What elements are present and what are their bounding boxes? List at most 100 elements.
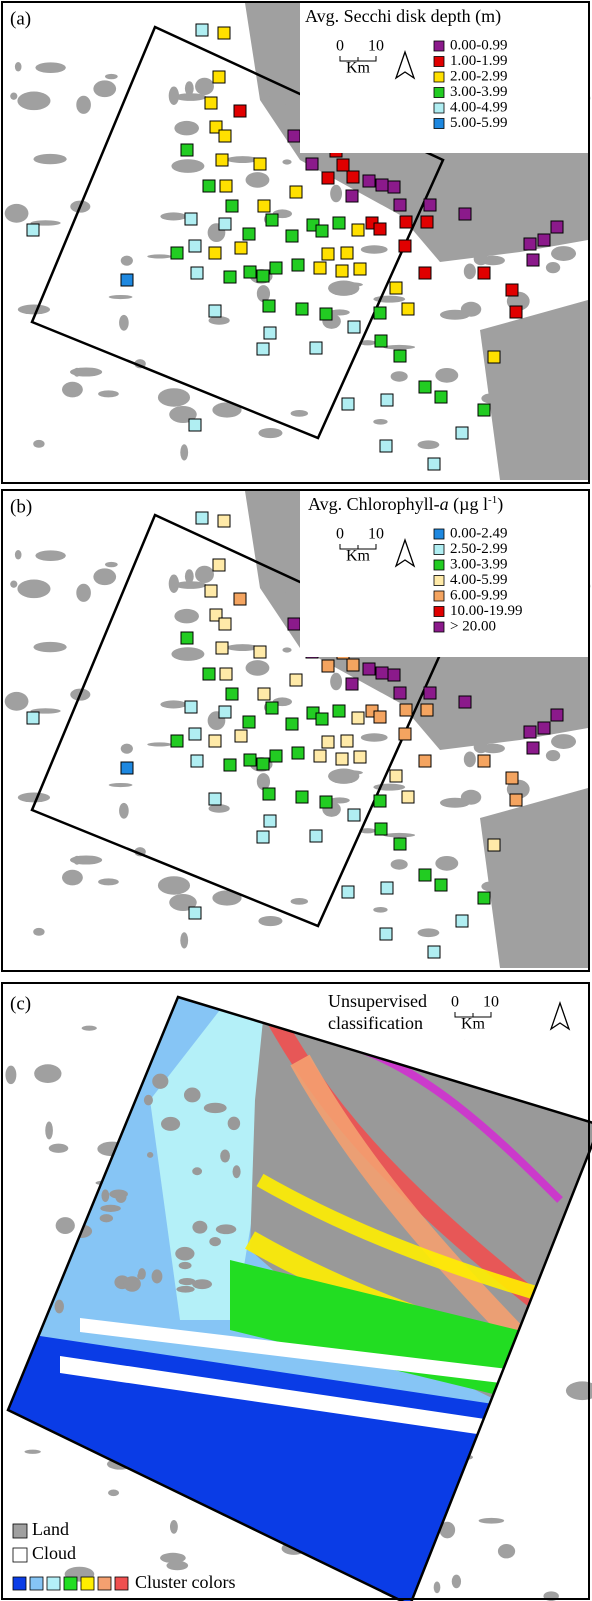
land [460,301,482,317]
land [10,580,18,588]
land [45,1121,53,1140]
station-marker [234,729,248,743]
station-marker [393,198,407,212]
land [178,1261,192,1270]
legend-label: 6.00-9.99 [450,587,508,603]
land [565,1381,592,1401]
cloud [80,1318,592,1395]
land [433,1581,441,1594]
land [417,440,440,450]
land [166,1560,189,1571]
land [192,1220,208,1234]
station-marker [170,734,184,748]
station-marker [257,199,271,213]
station-marker [526,741,540,755]
station-marker [188,239,202,253]
station-marker [243,265,257,279]
land [69,367,103,377]
land [516,391,544,401]
station-marker [218,705,232,719]
station-marker [336,158,350,172]
land [329,309,350,316]
cluster-swatch [114,1576,129,1591]
legend-swatch [433,102,445,114]
station-marker [373,710,387,724]
land [256,773,271,791]
station-marker [233,104,247,118]
land [330,672,343,691]
station-marker [204,584,218,598]
land [481,393,500,404]
cluster-region [256,1173,562,1307]
station-marker [170,246,184,260]
station-marker [120,761,134,775]
land [160,1116,181,1131]
station-marker [265,701,279,715]
land [160,1552,186,1564]
station-marker [219,179,233,193]
land [267,94,290,106]
scale-unit: Km [461,1016,486,1033]
station-marker [319,307,333,321]
station-marker [285,229,299,243]
station-marker [487,838,501,852]
station-marker [262,299,276,313]
station-marker [289,185,303,199]
land [108,294,133,300]
station-marker [345,189,359,203]
land [460,789,482,805]
legend-swatch [433,71,445,83]
station-marker [262,787,276,801]
image-footprint [6,995,592,1601]
land [180,444,189,461]
legend-label: 10.00-19.99 [450,603,523,619]
station-marker [291,258,305,272]
land [171,159,205,173]
land [545,261,561,274]
land [510,208,535,218]
land [497,1543,516,1559]
station-marker [321,171,335,185]
legend-title-part: ) [497,494,503,515]
station-marker [218,617,232,631]
land [330,184,343,203]
station-marker [393,837,407,851]
land [455,186,480,205]
land [510,696,535,706]
station-marker [287,617,301,631]
land [451,1574,462,1589]
land [551,734,577,749]
station-marker [242,715,256,729]
station-marker [387,180,401,194]
land [545,749,561,762]
land [383,344,416,350]
station-marker [427,945,441,959]
station-marker [215,153,229,167]
station-marker [212,558,226,572]
panel-label: (a) [10,8,31,29]
legend-swatch [433,528,445,540]
land [151,1269,163,1284]
land [129,1065,147,1076]
station-marker [418,266,432,280]
station-marker [319,795,333,809]
land [184,81,194,96]
land [435,367,459,383]
land [17,91,51,111]
legend-label: Land [32,1519,69,1539]
land [245,172,270,188]
land [119,314,129,331]
land [76,95,91,114]
station-marker [315,712,329,726]
land [174,608,199,624]
legend-label: 2.00-2.99 [450,68,508,84]
cluster-region [290,1054,568,1388]
land [35,62,66,74]
station-marker [223,270,237,284]
land [550,188,565,205]
station-marker [208,246,222,260]
station-marker [190,754,204,768]
land [480,788,588,968]
land [176,1285,195,1293]
station-marker [217,514,231,528]
